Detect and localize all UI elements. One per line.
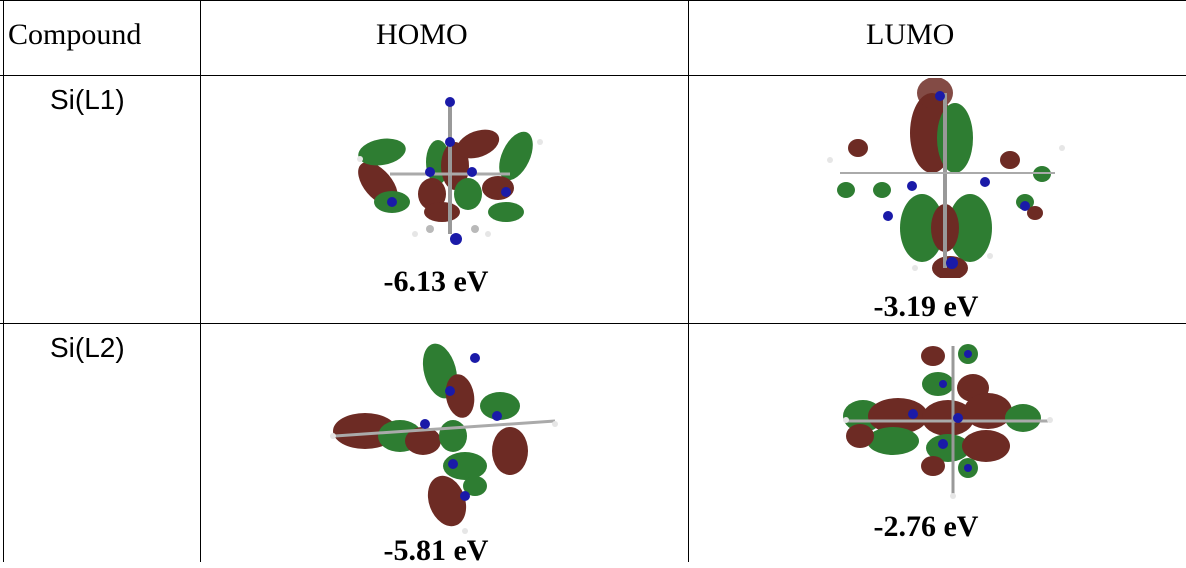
row1-compound-label: Si(L1) <box>50 84 125 115</box>
row1-homo-energy: -6.13 eV <box>383 265 489 298</box>
header-compound: Compound <box>8 18 142 51</box>
row1-bottom-border <box>0 323 1186 324</box>
left-border <box>3 0 4 562</box>
header-lumo: LUMO <box>866 18 955 51</box>
row2-homo-energy: -5.81 eV <box>383 534 489 567</box>
col1-divider <box>200 0 201 562</box>
row2-compound-label: Si(L2) <box>50 332 125 363</box>
header-bottom-border <box>0 75 1186 76</box>
row2-lumo-energy: -2.76 eV <box>873 510 979 543</box>
table-top-border <box>0 0 1186 1</box>
col2-divider <box>688 0 689 562</box>
lumo-orbital-si-l1-icon <box>827 78 1065 278</box>
header-homo: HOMO <box>376 18 468 51</box>
homo-orbital-si-l1-icon <box>357 97 543 245</box>
lumo-orbital-si-l2-icon <box>843 344 1053 499</box>
row1-lumo-energy: -3.19 eV <box>873 290 979 323</box>
homo-orbital-si-l2-icon <box>330 343 558 534</box>
